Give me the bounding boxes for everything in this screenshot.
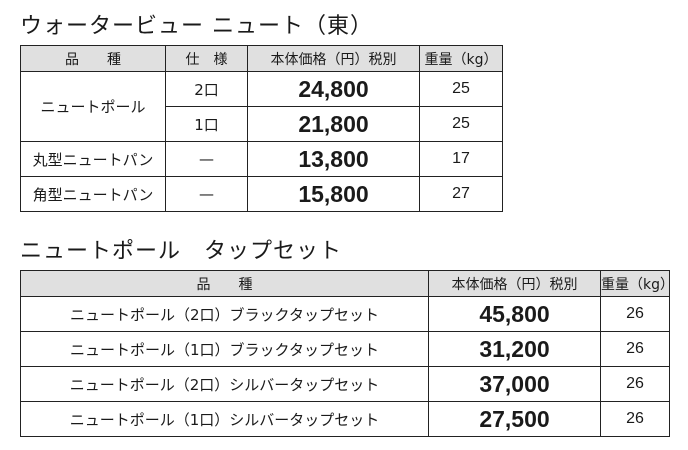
price-cell: 31,200 — [428, 331, 601, 367]
product-name: 丸型ニュートパン — [20, 141, 166, 177]
product-name: ニュートポール — [20, 71, 166, 142]
spec-cell: — — [165, 176, 248, 212]
price-cell: 27,500 — [428, 401, 601, 437]
table-header-row: 品 種 本体価格（円）税別 重量（kg） — [20, 270, 670, 297]
price-cell: 45,800 — [428, 296, 601, 332]
table-row: ニュートポール 2口 24,800 25 — [20, 71, 503, 142]
table-row: ニュートポール（1口）シルバータップセット 27,500 26 — [20, 401, 670, 437]
header-spec: 仕 様 — [165, 45, 248, 72]
price-cell: 13,800 — [247, 141, 420, 177]
product-name: ニュートポール（1口）ブラックタップセット — [20, 331, 429, 367]
price-cell: 24,800 — [247, 71, 420, 107]
weight-cell: 27 — [419, 176, 503, 212]
weight-cell: 26 — [600, 296, 670, 332]
price-table-1: 品 種 仕 様 本体価格（円）税別 重量（kg） ニュートポール 2口 24,8… — [20, 45, 503, 212]
product-name: ニュートポール（2口）シルバータップセット — [20, 366, 429, 402]
table-header-row: 品 種 仕 様 本体価格（円）税別 重量（kg） — [20, 45, 503, 72]
price-table-2: 品 種 本体価格（円）税別 重量（kg） ニュートポール（2口）ブラックタップセ… — [20, 270, 670, 437]
section1-title: ウォータービュー ニュート（東） — [20, 14, 373, 39]
weight-cell: 25 — [419, 71, 503, 107]
table-row: 1口 21,800 25 — [21, 106, 503, 142]
spec-cell: 1口 — [165, 106, 248, 142]
weight-cell: 17 — [419, 141, 503, 177]
product-name: 角型ニュートパン — [20, 176, 166, 212]
table-row: ニュートポール（1口）ブラックタップセット 31,200 26 — [20, 331, 670, 367]
weight-cell: 26 — [600, 401, 670, 437]
price-cell: 37,000 — [428, 366, 601, 402]
product-name: ニュートポール（1口）シルバータップセット — [20, 401, 429, 437]
header-weight: 重量（kg） — [600, 270, 670, 297]
header-product: 品 種 — [20, 45, 166, 72]
price-cell: 15,800 — [247, 176, 420, 212]
product-name: ニュートポール（2口）ブラックタップセット — [20, 296, 429, 332]
weight-cell: 26 — [600, 331, 670, 367]
header-price: 本体価格（円）税別 — [247, 45, 420, 72]
spec-cell: 2口 — [165, 71, 248, 107]
header-weight: 重量（kg） — [419, 45, 503, 72]
table-row: 角型ニュートパン — 15,800 27 — [20, 176, 503, 212]
header-price: 本体価格（円）税別 — [428, 270, 601, 297]
table-row: ニュートポール（2口）シルバータップセット 37,000 26 — [20, 366, 670, 402]
header-product: 品 種 — [20, 270, 429, 297]
spec-cell: — — [165, 141, 248, 177]
table-row: 丸型ニュートパン — 13,800 17 — [20, 141, 503, 177]
price-cell: 21,800 — [247, 106, 420, 142]
weight-cell: 26 — [600, 366, 670, 402]
weight-cell: 25 — [419, 106, 503, 142]
section2-title: ニュートポール タップセット — [20, 239, 343, 264]
table-row: ニュートポール（2口）ブラックタップセット 45,800 26 — [20, 296, 670, 332]
